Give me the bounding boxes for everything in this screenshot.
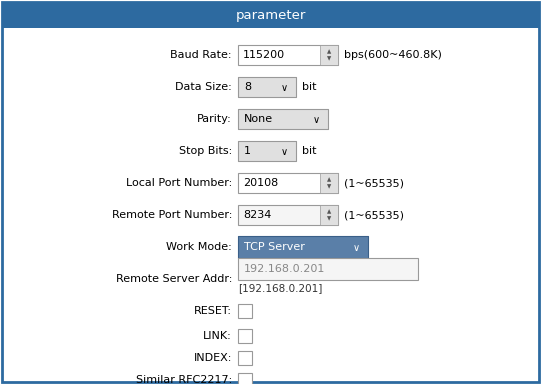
Bar [238, 141, 296, 161]
Bar [2, 2, 539, 28]
Bar [320, 205, 338, 225]
Text: 115200: 115200 [243, 50, 285, 60]
Text: ▼: ▼ [327, 184, 331, 189]
Text: 192.168.0.201: 192.168.0.201 [244, 264, 325, 274]
Bar [238, 77, 296, 97]
Text: LINK:: LINK: [203, 331, 232, 341]
Text: 8: 8 [244, 82, 251, 92]
Text: Remote Server Addr:: Remote Server Addr: [116, 274, 232, 284]
Text: Work Mode:: Work Mode: [166, 242, 232, 252]
Text: ▼: ▼ [327, 56, 331, 61]
Text: ▲: ▲ [327, 209, 331, 214]
Text: 20108: 20108 [243, 178, 278, 188]
Text: bps(600~460.8K): bps(600~460.8K) [344, 50, 442, 60]
Text: ∨: ∨ [280, 83, 288, 93]
Text: ∨: ∨ [313, 115, 320, 125]
Text: (1~65535): (1~65535) [344, 178, 404, 188]
Bar [238, 351, 252, 365]
Text: 1: 1 [244, 146, 251, 156]
Text: Local Port Number:: Local Port Number: [126, 178, 232, 188]
Bar [238, 45, 338, 65]
Bar [238, 258, 418, 280]
Text: [192.168.0.201]: [192.168.0.201] [238, 283, 322, 293]
Text: Baud Rate:: Baud Rate: [170, 50, 232, 60]
Text: ▼: ▼ [327, 216, 331, 221]
Text: Remote Port Number:: Remote Port Number: [111, 210, 232, 220]
Bar [320, 173, 338, 193]
Text: ▲: ▲ [327, 177, 331, 182]
Bar [238, 236, 368, 258]
Bar [238, 173, 338, 193]
Text: INDEX:: INDEX: [194, 353, 232, 363]
Bar [320, 45, 338, 65]
Text: Similar RFC2217:: Similar RFC2217: [136, 375, 232, 384]
Text: ∨: ∨ [280, 147, 288, 157]
Bar [238, 304, 252, 318]
Bar [238, 109, 328, 129]
Text: TCP Server: TCP Server [244, 242, 305, 252]
Bar [238, 373, 252, 384]
Text: bit: bit [302, 82, 316, 92]
Bar [238, 205, 338, 225]
Text: ▲: ▲ [327, 49, 331, 54]
Text: None: None [244, 114, 273, 124]
Text: ∨: ∨ [352, 243, 360, 253]
Text: bit: bit [302, 146, 316, 156]
Text: (1~65535): (1~65535) [344, 210, 404, 220]
Text: Parity:: Parity: [197, 114, 232, 124]
Bar [238, 329, 252, 343]
Text: Data Size:: Data Size: [175, 82, 232, 92]
Text: RESET:: RESET: [194, 306, 232, 316]
Text: Stop Bits:: Stop Bits: [179, 146, 232, 156]
Text: 8234: 8234 [243, 210, 272, 220]
Text: parameter: parameter [235, 8, 306, 22]
